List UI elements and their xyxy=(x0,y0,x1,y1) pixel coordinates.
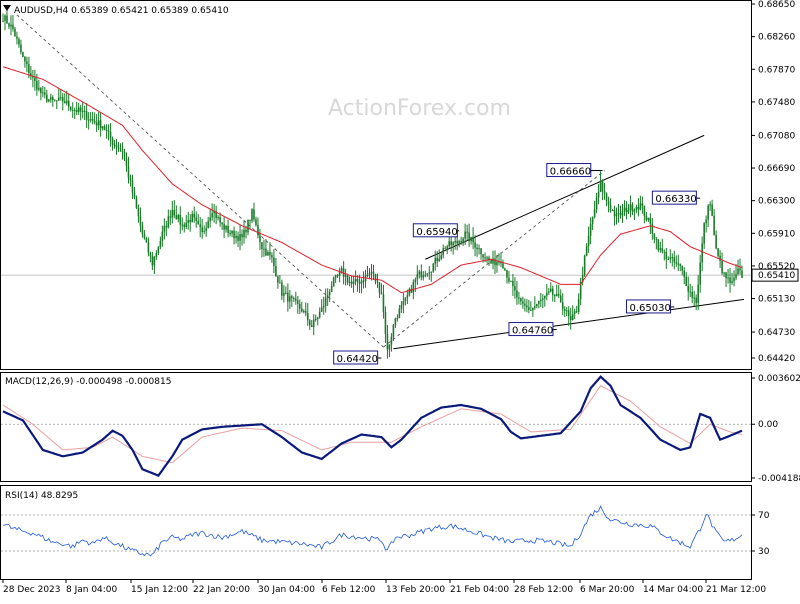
watermark: ActionForex.com xyxy=(328,96,511,121)
main-y-tick-label: 0.67870 xyxy=(758,65,795,75)
x-tick-label: 8 Jan 04:00 xyxy=(66,585,118,595)
x-tick-label: 21 Mar 12:00 xyxy=(706,585,766,595)
trend-lines xyxy=(16,14,745,350)
annotation-label: 0.64420 xyxy=(337,354,378,365)
rsi-y-tick-label: 30 xyxy=(758,547,770,557)
rsi-series xyxy=(2,505,743,557)
main-y-tick-label: 0.66690 xyxy=(758,164,795,174)
macd-y-tick-label: 0.003602 xyxy=(758,374,800,384)
moving-average xyxy=(2,66,743,294)
x-tick-label: 28 Feb 12:00 xyxy=(514,585,573,595)
rsi-y-tick-label: 70 xyxy=(758,511,770,521)
fib-line-2 xyxy=(383,170,605,348)
main-y-tick-label: 0.65520 xyxy=(758,262,795,272)
annotation-box xyxy=(651,190,697,205)
rsi-pane-frame xyxy=(0,485,752,580)
macd-y-tick-label: 0.00 xyxy=(758,420,778,430)
annotation-box xyxy=(508,322,554,337)
annotation-box xyxy=(333,350,379,365)
annotation-label: 0.66660 xyxy=(550,167,591,178)
main-y-tick-label: 0.68260 xyxy=(758,33,795,43)
x-tick-label: 6 Feb 12:00 xyxy=(322,585,376,595)
x-tick-label: 14 Mar 04:00 xyxy=(643,585,703,595)
macd-y-tick-label: -0.004188 xyxy=(758,474,800,484)
annotation-label: 0.66330 xyxy=(655,194,696,205)
header-arrow-icon xyxy=(3,5,11,11)
main-header: AUDUSD,H4 0.65389 0.65421 0.65389 0.6541… xyxy=(14,6,229,16)
grid-lines xyxy=(1,274,751,552)
rsi-line xyxy=(2,505,743,557)
rsi-header: RSI(14) 48.8295 xyxy=(5,491,78,501)
x-tick-label: 21 Feb 04:00 xyxy=(450,585,509,595)
fib-line-1 xyxy=(16,14,384,348)
main-y-tick-label: 0.68650 xyxy=(758,0,795,10)
annotation-box xyxy=(412,223,458,238)
x-tick-label: 22 Jan 20:00 xyxy=(193,585,250,595)
signal-line xyxy=(2,385,743,464)
x-tick-label: 6 Mar 20:00 xyxy=(580,585,635,595)
annotation-label: 0.65030 xyxy=(629,303,670,314)
main-y-tick-label: 0.65130 xyxy=(758,295,795,305)
main-y-tick-label: 0.66300 xyxy=(758,197,795,207)
macd-pane-frame xyxy=(0,372,752,482)
macd-header: MACD(12,26,9) -0.000498 -0.000815 xyxy=(5,377,171,387)
x-tick-label: 13 Feb 20:00 xyxy=(386,585,445,595)
annotation-box xyxy=(546,163,592,178)
main-y-tick-label: 0.65910 xyxy=(758,229,795,239)
ma-line xyxy=(2,66,743,294)
price-annotations: 0.66660 0.66330 0.65940 0.65030 0.64760 0.644… xyxy=(333,163,701,365)
candles xyxy=(2,5,743,359)
x-tick-label: 28 Dec 2023 xyxy=(3,585,61,595)
annotation-box xyxy=(625,299,671,314)
current-price-tag xyxy=(751,268,799,282)
macd-line xyxy=(2,375,743,477)
annotation-label: 0.64760 xyxy=(512,326,553,337)
main-y-tick-label: 0.64730 xyxy=(758,328,795,338)
annotation-label: 0.65940 xyxy=(416,227,457,238)
x-tick-label: 15 Jan 12:00 xyxy=(131,585,188,595)
main-y-tick-label: 0.67080 xyxy=(758,131,795,141)
main-y-tick-label: 0.67480 xyxy=(758,98,795,108)
macd-series xyxy=(2,375,743,477)
main-pane-frame xyxy=(0,0,752,370)
x-tick-label: 30 Jan 04:00 xyxy=(258,585,315,595)
current-price-label: 0.65410 xyxy=(758,271,795,281)
main-y-tick-label: 0.64420 xyxy=(758,354,795,364)
